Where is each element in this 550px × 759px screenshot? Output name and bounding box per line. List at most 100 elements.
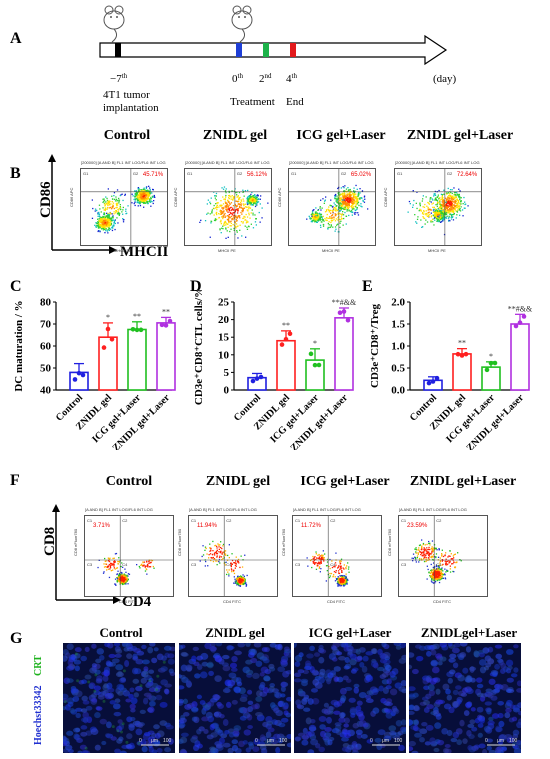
bar <box>98 336 118 391</box>
f-title-znidl: ZNIDL gel <box>205 474 271 489</box>
data-point <box>312 362 318 368</box>
g-title-znidl: ZNIDL gel <box>205 625 265 640</box>
mouse-icon-treatment <box>231 5 253 43</box>
scale-bar-label: μm <box>151 738 159 744</box>
chart-e: 0.00.51.01.52.0CD3e⁺CD8⁺/TregControl**ZN… <box>369 297 533 451</box>
f-quadrant-label: C4 <box>226 562 232 567</box>
f-quadrant-label: C4 <box>122 562 128 567</box>
data-point <box>134 327 140 333</box>
g-image-4: 0 μm 100 <box>409 643 521 753</box>
significance-mark: ** <box>162 307 170 316</box>
data-point <box>455 351 461 357</box>
f-quadrant-label: C3 <box>401 562 407 567</box>
b-axis-arrows <box>48 154 117 254</box>
bar <box>276 339 296 391</box>
timeline-unit: (day) <box>433 73 457 85</box>
y-tick-label: 0 <box>224 385 230 397</box>
g-image-1: 0 μm 100 <box>63 643 175 753</box>
data-point <box>167 318 173 324</box>
f-quadrant-label: C2 <box>436 518 442 523</box>
timeline-arrow <box>99 34 448 66</box>
g-nuclei <box>409 643 521 753</box>
b-plot-2: [200000] [A AND B] FL1 INT LOG/FL6 INT L… <box>173 160 272 253</box>
y-tick-label: 70 <box>40 319 52 331</box>
f-percentage: 11.72% <box>301 523 321 529</box>
panel-label-g: G <box>10 630 23 647</box>
f-plot-ylabel: CD8 eFluor780 <box>387 528 392 556</box>
f-percentage: 23.59% <box>407 523 428 529</box>
b-plot-1: [200000] [A AND B] FL1 INT LOG/FL6 INT L… <box>69 160 168 253</box>
y-axis-label: DC maturation / % <box>13 300 25 391</box>
b-plot-xlabel: MHCII PE <box>218 248 236 253</box>
timeline-marker-day2 <box>263 43 269 57</box>
data-point <box>138 327 144 333</box>
data-point <box>163 323 169 328</box>
y-tick-label: 20 <box>218 314 230 326</box>
b-plot-ylabel: CD86 APC <box>383 187 388 207</box>
b-quadrant-label: G2 <box>236 171 243 176</box>
data-point <box>521 314 527 319</box>
f-scatter <box>399 516 487 596</box>
b-plot-3: [200000] [A AND B] FL1 INT LOG/FL6 INT L… <box>277 160 376 253</box>
y-tick-label: 50 <box>40 363 52 375</box>
timeline-end: End <box>286 96 304 108</box>
g-label-hoechst: Hoechst33342 <box>33 685 44 745</box>
scale-bar-label: 0 <box>485 738 488 744</box>
data-point <box>250 378 256 384</box>
y-tick-label: 1.0 <box>391 341 405 353</box>
g-nuclei <box>179 643 291 753</box>
b-plot-ylabel: CD86 APC <box>277 187 282 207</box>
y-tick-label: 10 <box>218 349 230 361</box>
b-quadrant-label: G1 <box>83 171 89 176</box>
data-point <box>109 336 115 342</box>
data-point <box>434 375 440 381</box>
f-plot-ylabel: CD8 eFluor780 <box>73 528 78 556</box>
y-axis-label: CD3e⁺CD8⁺/Treg <box>369 304 381 388</box>
mouse-icon-implant <box>103 5 125 43</box>
b-percentage: 45.71% <box>142 172 164 178</box>
y-tick-label: 2.0 <box>391 297 405 309</box>
b-scatter <box>81 169 167 245</box>
data-point <box>484 367 490 373</box>
f-scatter <box>189 516 277 596</box>
data-point <box>72 377 78 382</box>
y-axis-label: CD3e⁺CD8⁺CTL cells/% <box>193 290 205 405</box>
bar <box>481 366 501 391</box>
significance-mark: ** <box>282 321 290 330</box>
data-point <box>459 353 465 358</box>
bar <box>156 322 176 391</box>
significance-mark: * <box>489 352 493 361</box>
b-plot-header: [200000] [A AND B] FL1 INT LOG/FL6 INT L… <box>395 160 480 165</box>
data-point <box>316 362 322 368</box>
g-image-2: 0 μm 100 <box>179 643 291 753</box>
data-point <box>287 331 293 337</box>
scale-bar-label: 100 <box>279 738 288 744</box>
data-point <box>254 376 260 381</box>
f-quadrant-label: C2 <box>122 518 128 523</box>
data-point <box>308 351 314 357</box>
g-label-crt: CRT <box>33 655 44 676</box>
data-point <box>492 360 498 366</box>
f-title-znidl-laser: ZNIDL gel+Laser <box>409 474 517 489</box>
g-title-icg: ICG gel+Laser <box>308 625 392 640</box>
panel-label-a: A <box>10 30 22 47</box>
timeline-day-0: 0th <box>232 72 243 85</box>
f-percentage: 3.71% <box>93 523 111 529</box>
b-scatter <box>395 169 481 245</box>
f-quadrant-label: C1 <box>401 518 407 523</box>
scale-bar-label: 0 <box>255 738 258 744</box>
timeline-day-2: 2nd <box>259 72 272 85</box>
data-point <box>463 351 469 357</box>
f-quadrant-label: C1 <box>87 518 93 523</box>
data-point <box>341 309 347 314</box>
b-xaxis-mhcii: MHCII <box>120 244 169 260</box>
timeline-marker-day0 <box>236 43 242 57</box>
data-point <box>279 342 285 347</box>
f-quadrant-label: C3 <box>295 562 301 567</box>
scale-bar-label: μm <box>267 738 275 744</box>
y-tick-label: 40 <box>40 385 52 397</box>
b-title-znidl-laser: ZNIDL gel+Laser <box>406 128 514 143</box>
data-point <box>517 320 523 325</box>
panel-label-e: E <box>362 278 373 295</box>
panel-label-d: D <box>190 278 202 295</box>
